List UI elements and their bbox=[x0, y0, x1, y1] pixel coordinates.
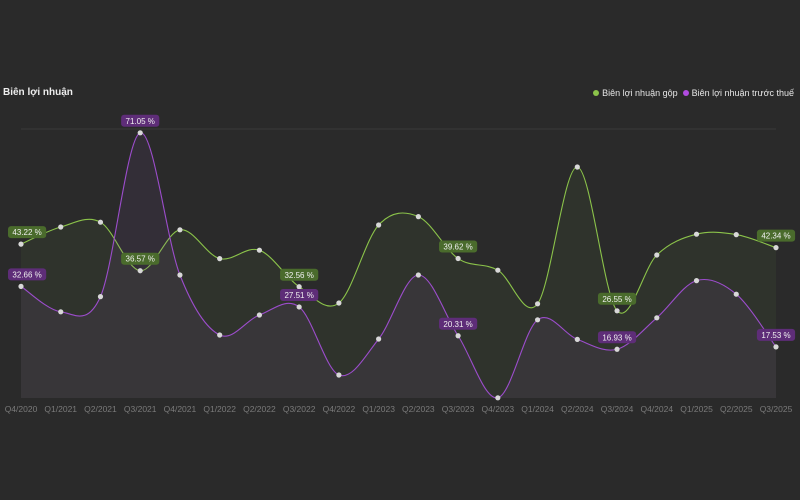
data-point bbox=[256, 312, 263, 318]
data-point bbox=[415, 272, 421, 278]
x-tick-label: Q3/2025 bbox=[760, 404, 793, 414]
x-tick-label: Q2/2021 bbox=[84, 404, 117, 414]
x-tick-label: Q4/2023 bbox=[482, 404, 515, 414]
data-label: 32.66 % bbox=[12, 270, 41, 279]
data-point bbox=[654, 315, 660, 321]
data-point bbox=[733, 232, 739, 238]
data-label-badge bbox=[439, 240, 478, 253]
data-point bbox=[296, 284, 302, 290]
data-label-badge bbox=[597, 331, 637, 344]
x-tick-label: Q2/2025 bbox=[720, 404, 753, 414]
series-area bbox=[21, 132, 776, 398]
data-label: 32.56 % bbox=[284, 271, 313, 280]
legend-dot-icon bbox=[682, 90, 689, 96]
data-label: 26.55 % bbox=[602, 295, 631, 304]
data-point bbox=[495, 267, 501, 273]
data-point bbox=[256, 247, 263, 253]
data-point bbox=[18, 283, 24, 289]
x-tick-label: Q3/2023 bbox=[442, 404, 475, 414]
data-point bbox=[733, 291, 739, 297]
data-point bbox=[97, 219, 104, 225]
x-tick-label: Q2/2022 bbox=[243, 404, 276, 414]
data-point bbox=[336, 300, 342, 306]
data-point bbox=[58, 224, 64, 230]
data-point bbox=[376, 222, 382, 228]
data-label: 39.62 % bbox=[443, 243, 472, 252]
data-point bbox=[336, 372, 342, 378]
x-tick-label: Q4/2020 bbox=[5, 404, 38, 414]
x-tick-label: Q2/2024 bbox=[561, 404, 594, 414]
data-label-badge bbox=[756, 328, 796, 341]
x-tick-label: Q4/2024 bbox=[640, 404, 673, 414]
data-point bbox=[177, 227, 183, 233]
data-point bbox=[574, 336, 580, 342]
data-point bbox=[217, 256, 223, 262]
data-label: 36.57 % bbox=[126, 255, 155, 264]
data-point bbox=[376, 336, 382, 342]
legend-item-pretax[interactable]: Biên lợi nhuận trước thuế bbox=[682, 88, 794, 98]
data-label-badge bbox=[439, 317, 478, 330]
x-tick-label: Q3/2022 bbox=[283, 404, 316, 414]
data-point bbox=[693, 278, 700, 284]
x-tick-label: Q3/2021 bbox=[124, 404, 157, 414]
data-point bbox=[415, 214, 421, 220]
data-label-badge bbox=[8, 268, 47, 281]
data-label: 20.31 % bbox=[443, 320, 472, 329]
data-label: 43.22 % bbox=[12, 228, 41, 237]
data-point bbox=[18, 241, 24, 247]
data-point bbox=[773, 245, 779, 251]
legend-dot-icon bbox=[593, 90, 600, 96]
data-point bbox=[534, 317, 541, 323]
chart-title: Biên lợi nhuận bbox=[3, 87, 73, 98]
data-point bbox=[137, 268, 143, 274]
data-label-badge bbox=[280, 268, 319, 281]
data-point bbox=[137, 130, 143, 136]
data-point bbox=[217, 332, 223, 338]
x-tick-label: Q4/2021 bbox=[164, 404, 197, 414]
data-point bbox=[177, 272, 183, 278]
data-point bbox=[534, 301, 541, 307]
data-label: 71.05 % bbox=[126, 117, 155, 126]
data-label-badge bbox=[280, 288, 319, 301]
x-tick-label: Q1/2022 bbox=[203, 404, 236, 414]
data-label: 42.34 % bbox=[761, 232, 790, 241]
data-point bbox=[574, 164, 580, 170]
data-point bbox=[58, 309, 64, 315]
data-point bbox=[654, 252, 660, 258]
x-tick-label: Q3/2024 bbox=[601, 404, 634, 414]
x-tick-label: Q1/2025 bbox=[680, 404, 713, 414]
data-point bbox=[455, 255, 461, 262]
x-tick-label: Q1/2021 bbox=[44, 404, 77, 414]
data-label-badge bbox=[121, 114, 160, 127]
data-label: 16.93 % bbox=[602, 333, 631, 342]
series-area bbox=[21, 166, 776, 398]
data-label-badge bbox=[121, 252, 160, 265]
data-label: 27.51 % bbox=[284, 291, 313, 300]
data-point bbox=[97, 294, 104, 300]
data-point bbox=[614, 346, 620, 352]
x-tick-label: Q1/2023 bbox=[362, 404, 395, 414]
data-label-badge bbox=[597, 292, 637, 305]
data-point bbox=[773, 344, 779, 350]
data-point bbox=[614, 308, 620, 314]
x-tick-label: Q4/2022 bbox=[323, 404, 356, 414]
data-label-badge bbox=[756, 229, 796, 242]
data-point bbox=[455, 333, 461, 339]
data-point bbox=[693, 231, 700, 237]
x-tick-label: Q2/2023 bbox=[402, 404, 435, 414]
legend: Biên lợi nhuận gộp Biên lợi nhuận trước … bbox=[593, 88, 794, 98]
legend-item-gross[interactable]: Biên lợi nhuận gộp bbox=[593, 88, 678, 98]
data-point bbox=[495, 395, 501, 401]
x-tick-label: Q1/2024 bbox=[521, 404, 554, 414]
data-point bbox=[296, 304, 302, 310]
data-label: 17.53 % bbox=[761, 331, 790, 340]
data-label-badge bbox=[8, 226, 47, 239]
